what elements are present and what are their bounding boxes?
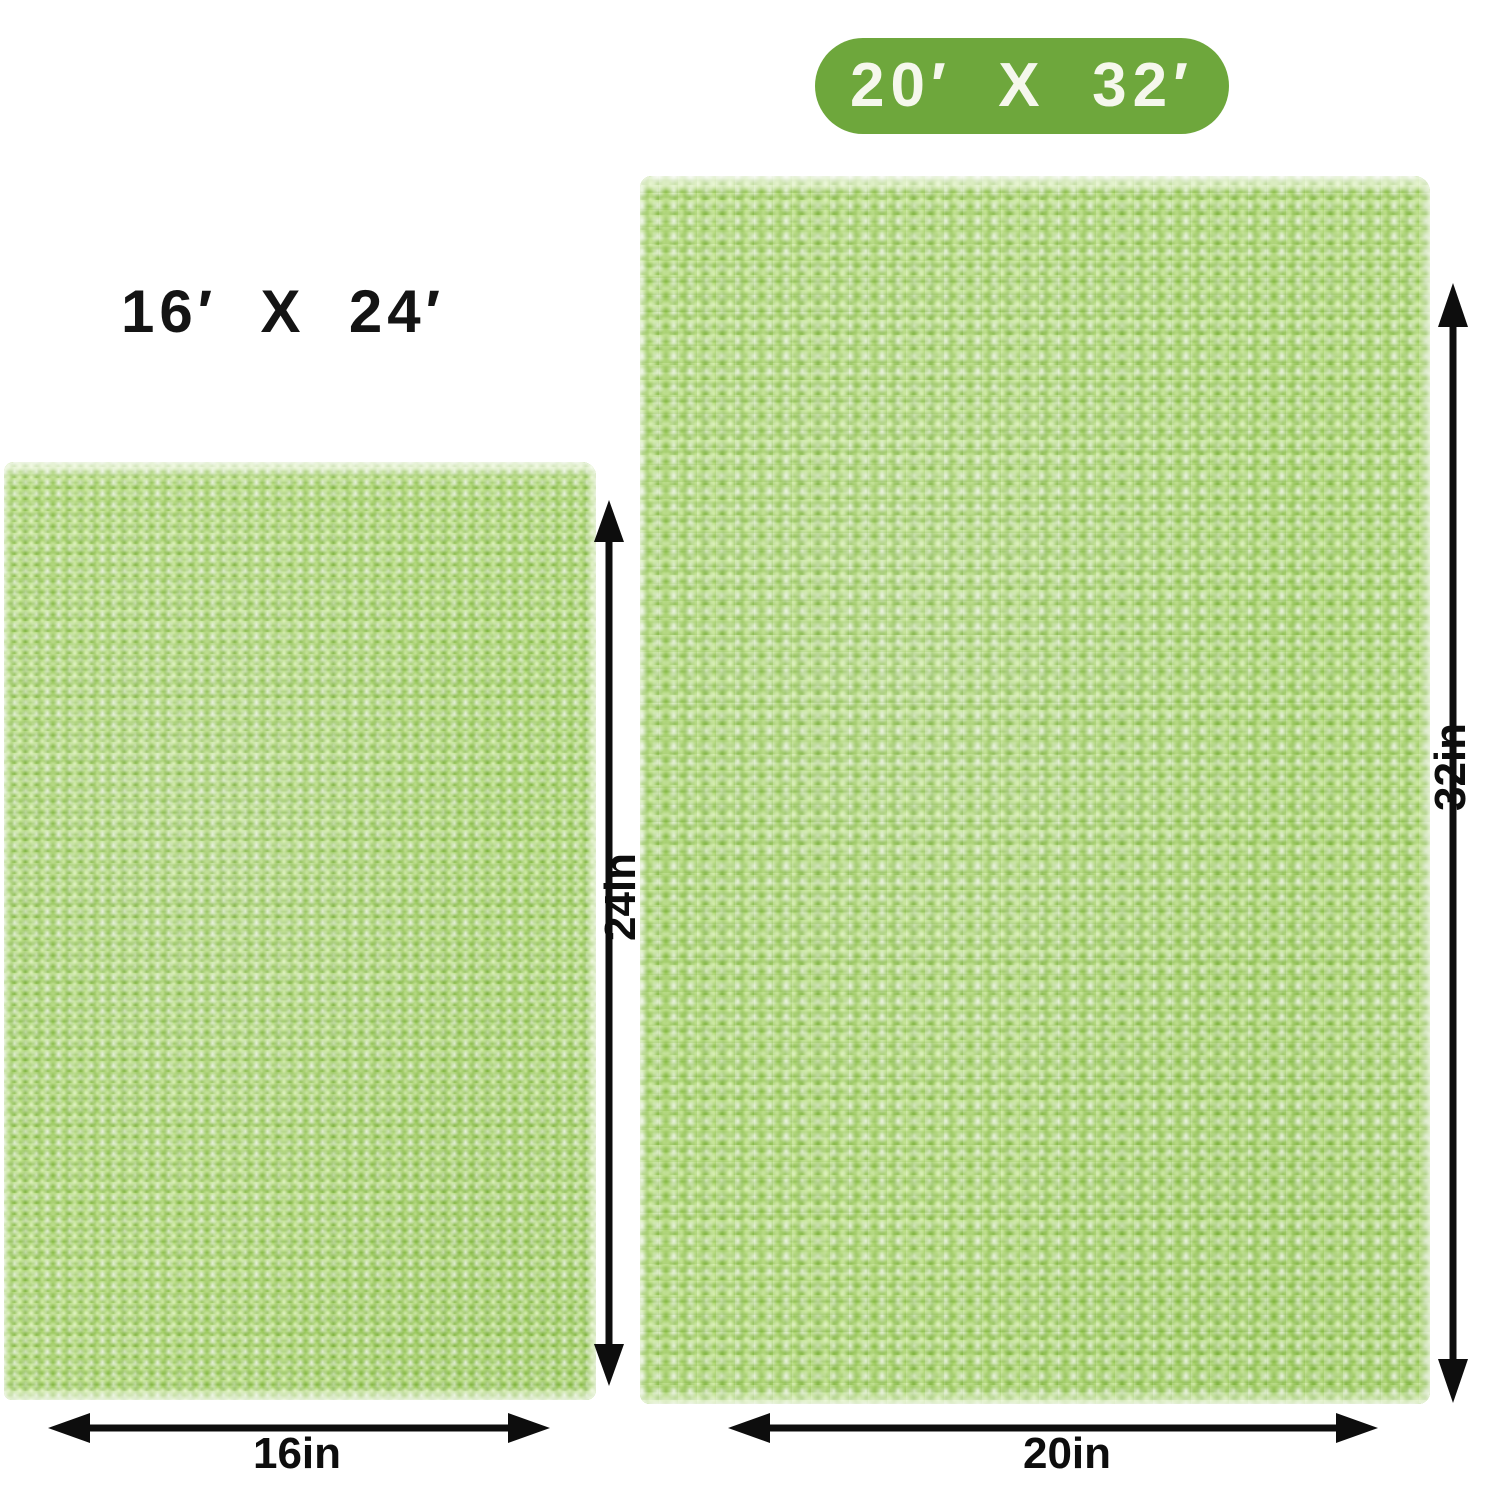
height-label-large-mat: 32in	[1426, 722, 1475, 812]
double-headed-horizontal-arrow-icon	[728, 1413, 1378, 1443]
bath-mat-large-surface	[640, 176, 1430, 1404]
mat-edge-binding-left	[640, 176, 648, 1404]
chenille-row-lines	[640, 176, 1430, 1404]
bath-mat-large	[640, 176, 1430, 1404]
size-badge-large-mat: 20′ X 32′	[815, 38, 1229, 134]
chenille-vertical-strips	[4, 462, 596, 1400]
height-arrow-large-mat	[1430, 283, 1476, 1403]
bath-mat-small	[4, 462, 596, 1400]
double-headed-vertical-arrow-icon	[594, 500, 624, 1386]
mat-edge-binding-top	[4, 462, 596, 478]
chenille-nub-texture-offset	[4, 462, 596, 1400]
width-arrow-small-mat	[48, 1408, 550, 1448]
mat-edge-binding-right	[1420, 176, 1430, 1404]
size-badge-large-mat-label: 20′ X 32′	[850, 51, 1194, 120]
chenille-row-lines	[4, 462, 596, 1400]
mat-edge-binding-left	[4, 462, 12, 1400]
chenille-vertical-strips	[640, 176, 1430, 1404]
chenille-nub-texture-offset	[640, 176, 1430, 1404]
size-label-small-mat: 16′ X 24′	[121, 278, 445, 345]
width-arrow-large-mat	[728, 1408, 1378, 1448]
width-label-small-mat: 16in	[252, 1429, 342, 1478]
double-headed-vertical-arrow-icon	[1438, 283, 1468, 1403]
mat-edge-binding-bottom	[4, 1388, 596, 1400]
double-headed-horizontal-arrow-icon	[48, 1413, 550, 1443]
mat-edge-binding-right	[586, 462, 596, 1400]
mat-edge-binding-top	[640, 176, 1430, 192]
width-label-large-mat: 20in	[1022, 1429, 1112, 1478]
mat-edge-binding-bottom	[640, 1392, 1430, 1404]
height-arrow-small-mat	[586, 500, 632, 1386]
bath-mat-small-surface	[4, 462, 596, 1400]
height-label-small-mat: 24in	[596, 852, 645, 942]
